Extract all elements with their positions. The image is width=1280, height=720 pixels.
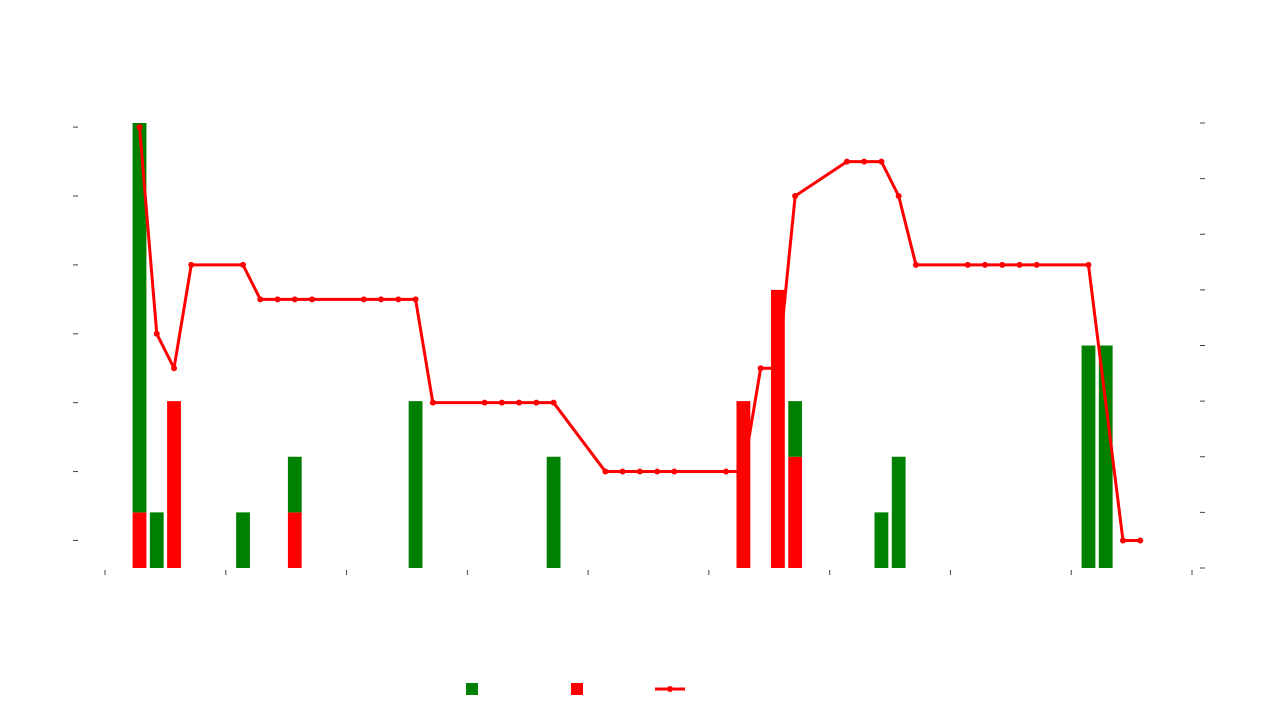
line-point bbox=[981, 261, 988, 268]
line-point bbox=[619, 468, 626, 475]
bar bbox=[1081, 345, 1096, 568]
line-point bbox=[843, 158, 850, 165]
bar bbox=[788, 456, 803, 568]
line-point bbox=[671, 468, 678, 475]
bar bbox=[149, 512, 164, 568]
line-point bbox=[636, 468, 643, 475]
bar bbox=[408, 401, 423, 568]
line-point bbox=[602, 468, 609, 475]
line-point bbox=[1016, 261, 1023, 268]
bar bbox=[788, 401, 803, 457]
line-point bbox=[878, 158, 885, 165]
line-point bbox=[309, 296, 316, 303]
bar bbox=[1098, 345, 1113, 568]
line-point bbox=[1033, 261, 1040, 268]
line-point bbox=[895, 193, 902, 200]
line-point bbox=[257, 296, 264, 303]
line-point bbox=[774, 365, 781, 372]
line-point bbox=[291, 296, 298, 303]
bar bbox=[287, 512, 302, 568]
line-point bbox=[1119, 537, 1126, 544]
line-point bbox=[240, 261, 247, 268]
bar bbox=[132, 123, 147, 513]
line-point bbox=[723, 468, 730, 475]
bar bbox=[874, 512, 889, 568]
line-point bbox=[498, 399, 505, 406]
line-point bbox=[654, 468, 661, 475]
legend-marker bbox=[466, 683, 478, 695]
line-point bbox=[274, 296, 281, 303]
line-point bbox=[395, 296, 402, 303]
bar bbox=[771, 289, 785, 568]
line-point bbox=[429, 399, 436, 406]
bar bbox=[167, 401, 181, 568]
line-point bbox=[533, 399, 540, 406]
line-point bbox=[516, 399, 523, 406]
bar bbox=[891, 456, 906, 568]
line-point bbox=[481, 399, 488, 406]
line-point bbox=[792, 193, 799, 200]
line-point bbox=[861, 158, 868, 165]
bar bbox=[736, 401, 751, 568]
line-point bbox=[740, 468, 747, 475]
line-point bbox=[171, 365, 178, 372]
legend-marker bbox=[571, 683, 583, 695]
bar bbox=[236, 512, 250, 568]
line-point bbox=[912, 261, 919, 268]
bar bbox=[546, 456, 561, 568]
line-point bbox=[964, 261, 971, 268]
line-point bbox=[360, 296, 367, 303]
line-point bbox=[412, 296, 419, 303]
line-point bbox=[757, 365, 764, 372]
line-point bbox=[136, 124, 143, 131]
line-point bbox=[188, 261, 195, 268]
line-point bbox=[999, 261, 1006, 268]
line-point bbox=[550, 399, 557, 406]
line-point bbox=[153, 330, 160, 337]
line-point bbox=[378, 296, 385, 303]
line-point bbox=[1137, 537, 1144, 544]
legend-marker bbox=[667, 686, 673, 692]
line-point bbox=[1085, 261, 1092, 268]
bar bbox=[132, 512, 147, 568]
bar bbox=[287, 456, 302, 513]
